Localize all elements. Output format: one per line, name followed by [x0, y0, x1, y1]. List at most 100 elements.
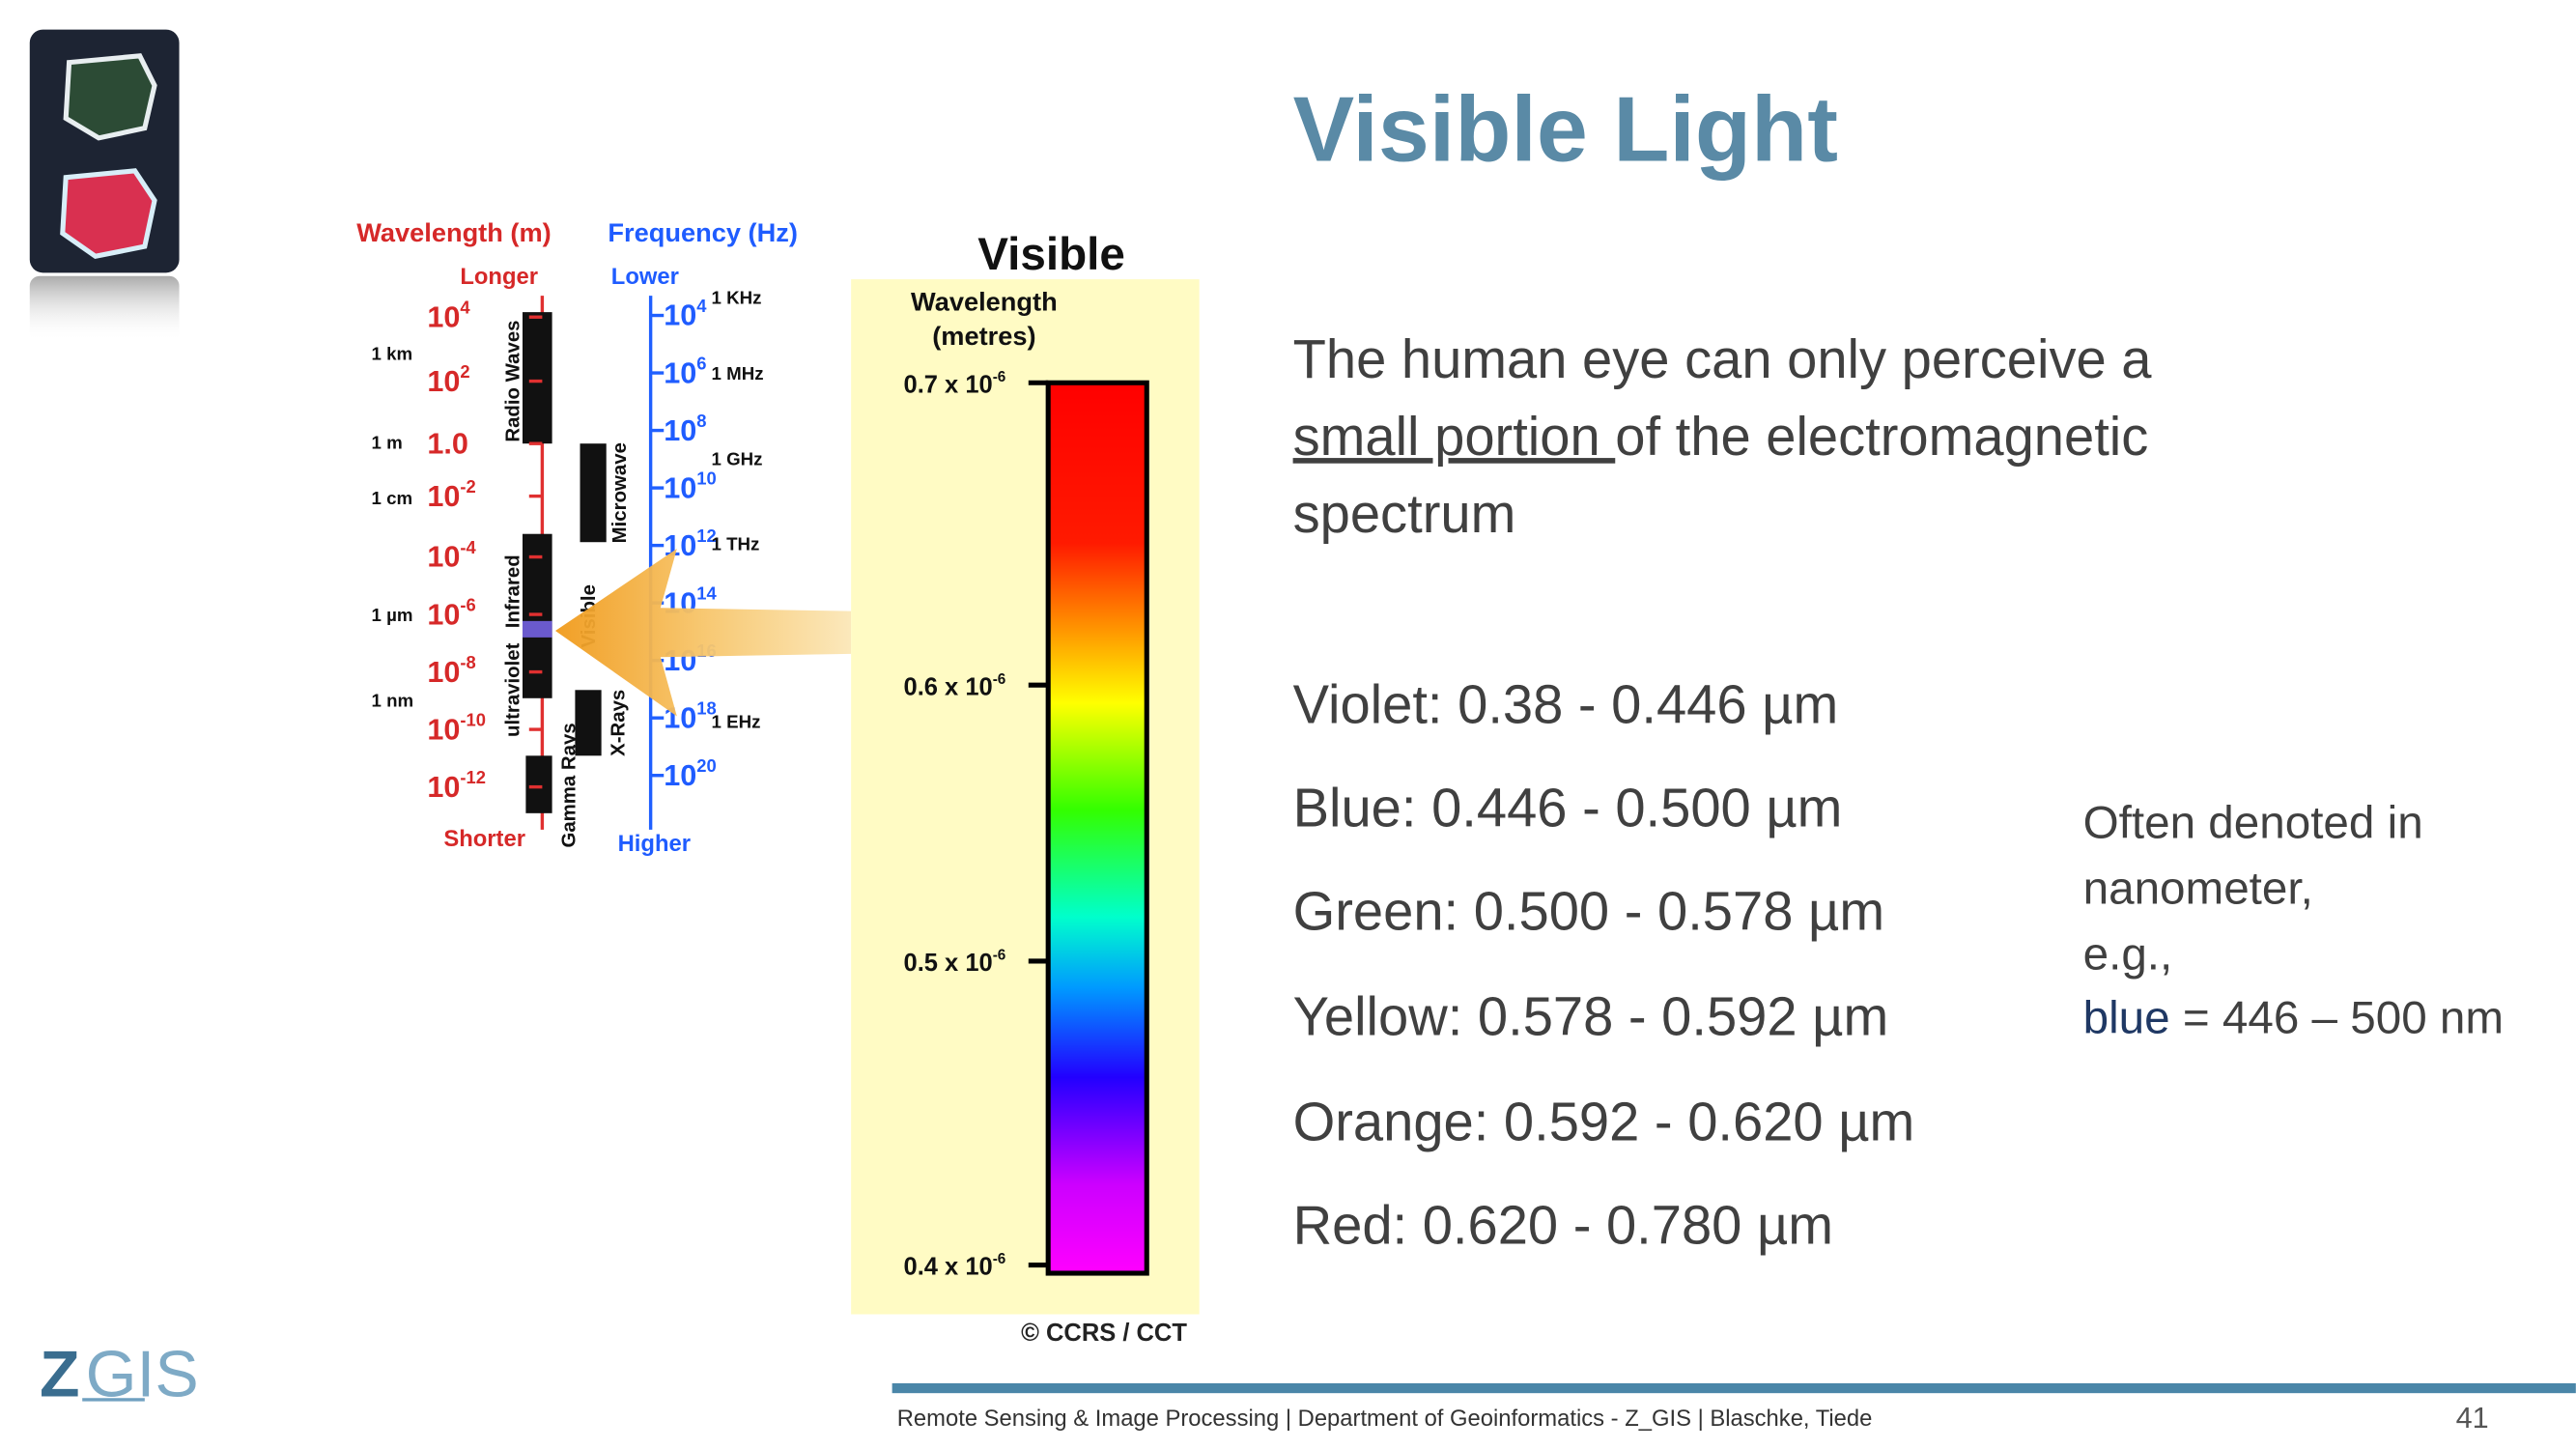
- color-range: Blue: 0.446 - 0.500 µm: [1293, 777, 1843, 838]
- side-note-line: nanometer,: [2083, 863, 2313, 914]
- label-base: 0.5 x 10: [904, 950, 993, 977]
- unit-label: 1 m: [372, 432, 403, 452]
- unit-label: 1 km: [372, 343, 413, 363]
- label-base: 10: [427, 771, 460, 804]
- label-base: 10: [427, 300, 460, 333]
- frequency-label: 1010: [664, 469, 716, 505]
- color-list: Violet: 0.38 - 0.446 µm Blue: 0.446 - 0.5…: [1293, 673, 1915, 1255]
- spectrum-bar: [1045, 380, 1149, 1276]
- label-base: 0.7 x 10: [904, 371, 993, 398]
- label-base: 10: [664, 299, 696, 332]
- label-base: 10: [427, 598, 460, 631]
- logo: Z GIS: [40, 1338, 199, 1411]
- unit-label: 1 µm: [372, 605, 413, 625]
- tick-label: 0.7 x 10-6: [904, 369, 1006, 398]
- page-number: 41: [2456, 1402, 2489, 1435]
- em-spectrum: Wavelength (m) Frequency (Hz) Longer Sho…: [356, 217, 798, 857]
- label-exponent: 6: [696, 353, 706, 373]
- frequency-unit: 1 EHz: [712, 711, 761, 731]
- side-note: Often denoted in nanometer, e.g.,: [2083, 797, 2423, 980]
- label-base: 10: [664, 471, 696, 504]
- label-exponent: -6: [993, 1251, 1006, 1267]
- label-exponent: 2: [460, 361, 469, 382]
- color-range: Yellow: 0.578 - 0.592 µm: [1293, 985, 1889, 1046]
- axis-label: Lower: [611, 264, 679, 290]
- tick-label: 0.4 x 10-6: [904, 1251, 1006, 1280]
- thumbnail: [29, 29, 180, 342]
- label-exponent: 12: [696, 526, 716, 546]
- frequency-label: 1020: [664, 755, 716, 792]
- wavelength-label: 10-8: [427, 652, 475, 689]
- label-base: 10: [664, 356, 696, 389]
- label-base: 1.0: [427, 427, 468, 460]
- title: Visible Light: [1293, 79, 1838, 182]
- frequency-unit: 1 GHz: [712, 448, 763, 469]
- label-exponent: 20: [696, 755, 716, 776]
- axis-title: (metres): [932, 321, 1035, 351]
- label-exponent: -6: [993, 369, 1006, 385]
- side-note-text: = 446 – 500 nm: [2170, 993, 2504, 1044]
- axis-title: Frequency (Hz): [608, 217, 797, 247]
- wavelength-label: 1.0: [427, 427, 468, 460]
- axis-label: Higher: [618, 831, 691, 857]
- color-range: Green: 0.500 - 0.578 µm: [1293, 881, 1884, 942]
- label-exponent: -12: [460, 767, 486, 787]
- credit: © CCRS / CCT: [1021, 1320, 1187, 1347]
- frequency-label: 108: [664, 411, 706, 447]
- band: [580, 443, 607, 543]
- label-base: 0.6 x 10: [904, 673, 993, 700]
- label-exponent: -10: [460, 710, 486, 730]
- body-text: of the electromagnetic: [1615, 406, 2148, 467]
- color-range: Violet: 0.38 - 0.446 µm: [1293, 673, 1839, 734]
- underlined-text: small portion: [1293, 406, 1616, 467]
- label-exponent: 4: [696, 296, 707, 316]
- wavelength-label: 102: [427, 361, 469, 398]
- logo-z: Z: [40, 1338, 80, 1411]
- label-exponent: 4: [460, 298, 470, 318]
- axis-title: Wavelength: [911, 286, 1058, 316]
- wavelength-label: 104: [427, 298, 470, 334]
- arrow: [554, 549, 852, 717]
- label-exponent: -6: [993, 671, 1006, 688]
- wavelength-label: 10-2: [427, 476, 475, 513]
- label-exponent: 8: [696, 411, 706, 431]
- frequency-unit: 1 KHz: [712, 288, 762, 308]
- wavelength-label: 10-12: [427, 767, 486, 804]
- label-base: 10: [427, 656, 460, 689]
- band-label: X-Rays: [608, 690, 629, 756]
- body-text: The human eye can only perceive a: [1293, 328, 2153, 389]
- color-range: Orange: 0.592 - 0.620 µm: [1293, 1091, 1915, 1151]
- label-base: 10: [664, 759, 696, 792]
- frequency-unit: 1 THz: [712, 534, 760, 554]
- label-exponent: -6: [460, 594, 475, 614]
- label-base: 10: [427, 541, 460, 574]
- wavelength-label: 10-6: [427, 594, 475, 631]
- color-range: Red: 0.620 - 0.780 µm: [1293, 1194, 1833, 1255]
- tick-label: 0.5 x 10-6: [904, 948, 1006, 977]
- tick-label: 0.6 x 10-6: [904, 671, 1006, 700]
- unit-label: 1 cm: [372, 488, 413, 508]
- frequency-unit: 1 MHz: [712, 363, 764, 384]
- logo-gis: GIS: [86, 1338, 199, 1411]
- footer-text: Remote Sensing & Image Processing | Depa…: [897, 1406, 1873, 1432]
- label-exponent: 18: [696, 698, 716, 719]
- band-label: Radio Waves: [503, 320, 524, 441]
- body-text: small portion of the electromagnetic: [1293, 406, 2149, 467]
- wavelength-label: 10-10: [427, 710, 486, 747]
- label-exponent: -2: [460, 476, 475, 497]
- label-base: 10: [427, 713, 460, 746]
- label-base: 10: [427, 480, 460, 513]
- label-base: 0.4 x 10: [904, 1254, 993, 1281]
- wavelength-label: 10-4: [427, 537, 476, 574]
- band-label: ultraviolet: [503, 642, 524, 737]
- label-exponent: -6: [993, 948, 1006, 964]
- side-note-line: Often denoted in: [2083, 797, 2423, 848]
- band-label: Microwave: [609, 442, 631, 543]
- label-base: 10: [664, 414, 696, 447]
- side-note-line: e.g.,: [2083, 928, 2173, 980]
- axis-label: Longer: [460, 264, 538, 290]
- frequency-label: 106: [664, 353, 706, 389]
- frequency-label: 104: [664, 296, 707, 332]
- label-exponent: -4: [460, 537, 476, 557]
